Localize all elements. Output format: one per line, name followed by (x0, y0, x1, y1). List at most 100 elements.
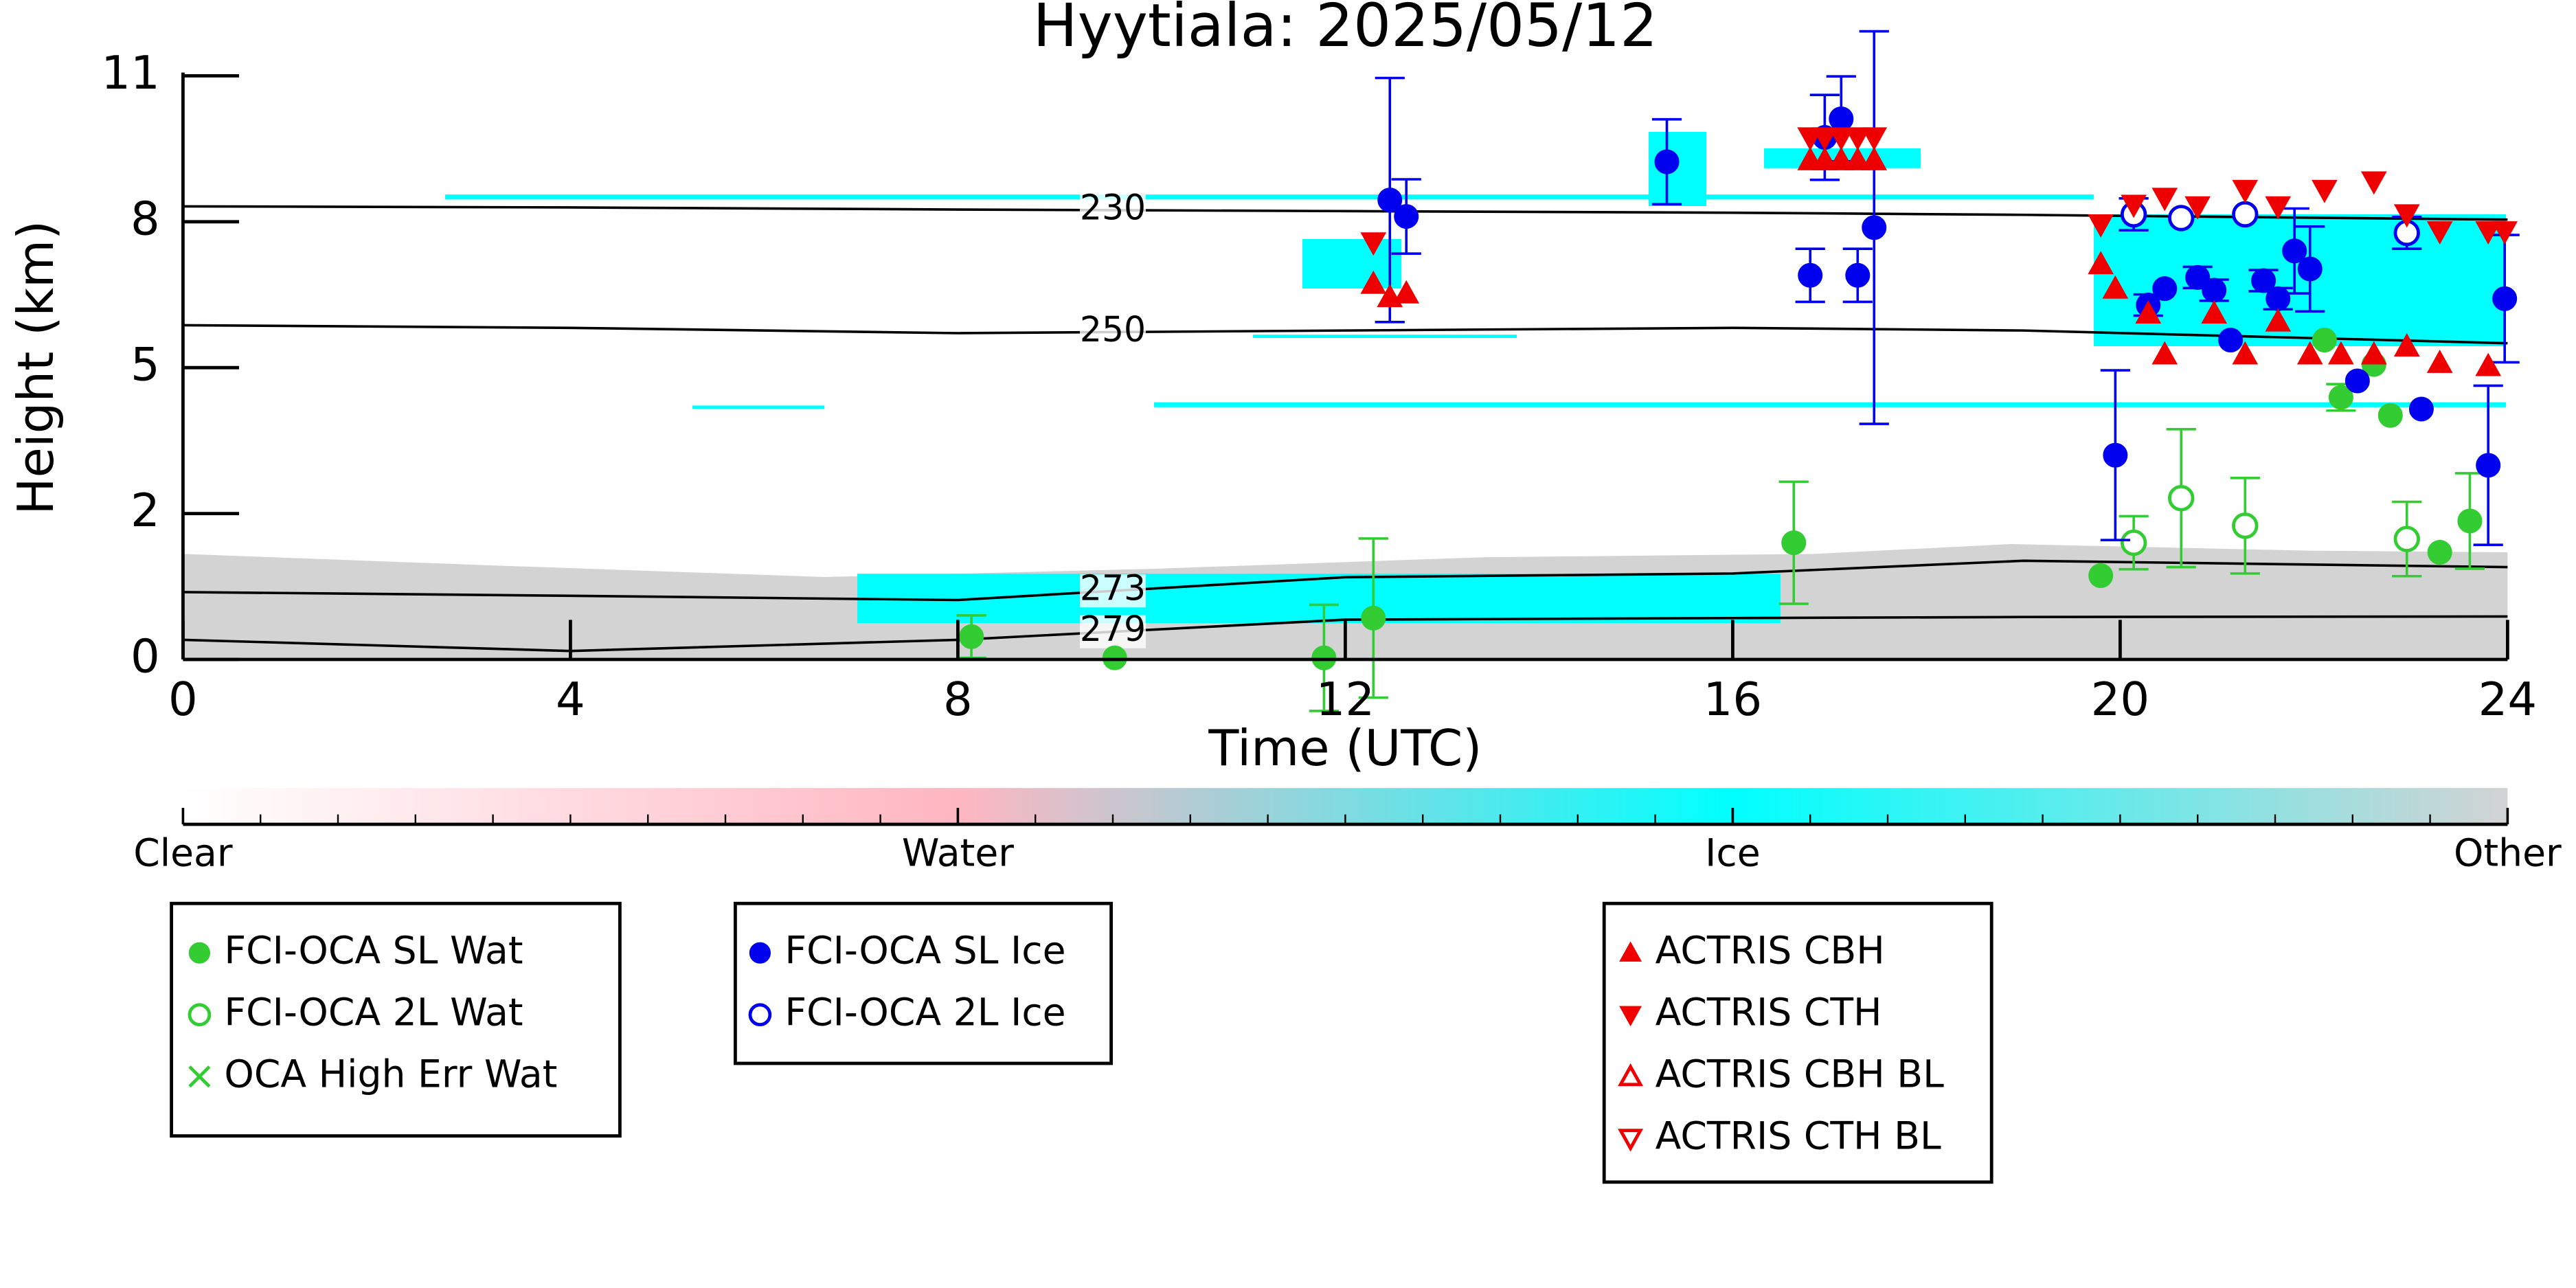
data-point (2427, 539, 2452, 565)
data-point (2360, 341, 2387, 365)
contour-line (183, 559, 2508, 602)
legend-box (734, 901, 1113, 1065)
data-point (2168, 485, 2195, 512)
data-point (2360, 171, 2387, 195)
contour-label-bg (1080, 193, 1146, 227)
contour-label: 250 (1080, 309, 1146, 350)
y-tick-label: 2 (131, 484, 160, 537)
legend-marker (748, 1003, 772, 1026)
data-point (1844, 146, 1871, 170)
data-point (1781, 530, 1807, 556)
y-tick-label: 0 (131, 630, 160, 683)
data-point (1811, 146, 1838, 170)
legend-marker (188, 1065, 211, 1088)
x-tick-label: 0 (168, 673, 198, 726)
data-point (1861, 146, 1888, 170)
data-point (2492, 286, 2518, 311)
legend-label: FCI-OCA SL Ice (784, 929, 1065, 973)
data-point (2232, 179, 2259, 203)
colorbar-label: Clear (133, 832, 233, 876)
legend-box (1602, 901, 1993, 1184)
legend-label: ACTRIS CTH BL (1656, 1114, 1941, 1158)
legend-label: ACTRIS CTH (1656, 991, 1882, 1035)
colorbar-label: Ice (1705, 832, 1761, 876)
data-point (2251, 268, 2276, 293)
data-point (2475, 221, 2502, 245)
legend-label: ACTRIS CBH (1656, 929, 1885, 973)
data-point (2377, 403, 2403, 428)
data-point (2475, 352, 2502, 376)
data-point (1829, 106, 1854, 131)
data-point (2120, 529, 2147, 556)
data-point (2393, 204, 2420, 228)
legend-label: FCI-OCA 2L Wat (224, 991, 523, 1035)
data-point (2185, 264, 2211, 290)
contour-line (183, 324, 2508, 345)
data-point (2088, 251, 2114, 275)
data-point (2393, 333, 2420, 357)
data-point (2151, 188, 2178, 212)
legend-marker (188, 1003, 212, 1026)
data-point (1360, 232, 1387, 256)
data-point (1811, 127, 1838, 151)
data-point (2184, 196, 2211, 220)
contour-label-bg (1080, 574, 1146, 608)
data-point (2312, 328, 2337, 353)
data-point (2152, 276, 2178, 302)
legend-marker (188, 942, 210, 964)
data-point (1828, 146, 1855, 170)
contour-label: 273 (1080, 568, 1146, 609)
data-point (2393, 526, 2420, 552)
x-tick-label: 16 (1704, 673, 1763, 726)
legend-marker (1619, 941, 1642, 962)
data-point (2408, 396, 2434, 422)
data-point (2297, 256, 2323, 282)
data-point (2426, 349, 2453, 373)
data-point (1361, 605, 1386, 631)
data-point (2296, 341, 2323, 365)
data-point (2202, 278, 2227, 303)
legend-label: FCI-OCA 2L Ice (784, 991, 1065, 1035)
data-point (2457, 508, 2483, 534)
data-point (2168, 205, 2195, 231)
data-point (2232, 512, 2259, 539)
data-point (1861, 127, 1888, 151)
x-tick-label: 12 (1316, 673, 1375, 726)
x-tick-label: 8 (943, 673, 973, 726)
data-point (1394, 204, 1419, 229)
chart-title: Hyytiala: 2025/05/12 (1033, 0, 1658, 60)
x-tick-label: 20 (2091, 673, 2150, 726)
data-point (1798, 262, 1823, 288)
data-point (959, 624, 984, 649)
data-point (2265, 308, 2292, 332)
data-point (2218, 328, 2244, 353)
data-point (1377, 188, 1403, 213)
data-point (2266, 286, 2291, 311)
data-point (2265, 196, 2292, 220)
data-point (2476, 453, 2501, 478)
y-tick-label: 5 (131, 338, 160, 392)
colorbar-label: Water (902, 832, 1014, 876)
data-point (2328, 341, 2354, 365)
data-point (1393, 280, 1420, 304)
data-point (1828, 127, 1855, 151)
legend-marker (1618, 1063, 1644, 1087)
data-point (2232, 201, 2259, 228)
x-tick-label: 24 (2478, 673, 2538, 726)
data-point (2151, 341, 2178, 365)
y-tick-label: 8 (131, 192, 160, 245)
data-point (2345, 368, 2370, 394)
data-point (1360, 270, 1387, 294)
data-point (2312, 179, 2338, 203)
data-point (1862, 215, 1887, 240)
data-point (2328, 385, 2353, 410)
data-point (1845, 262, 1871, 288)
y-axis-label: Height (km) (7, 221, 65, 515)
x-axis-label: Time (UTC) (1208, 719, 1482, 777)
data-point (1844, 127, 1871, 151)
contour-label: 230 (1080, 187, 1146, 227)
legend-label: FCI-OCA SL Wat (224, 929, 523, 973)
data-point (2201, 300, 2228, 324)
